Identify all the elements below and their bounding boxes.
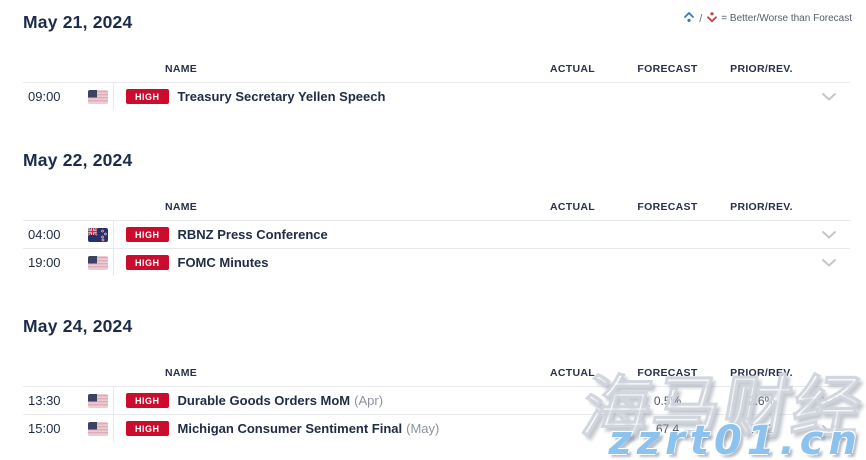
impact-badge: HIGH bbox=[126, 421, 169, 436]
better-than-forecast-icon bbox=[683, 11, 695, 26]
event-name: RBNZ Press Conference bbox=[177, 227, 328, 242]
table-header-row: NAME ACTUAL FORECAST PRIOR/REV. bbox=[23, 194, 850, 220]
column-header-prior: PRIOR/REV. bbox=[730, 201, 793, 213]
event-row[interactable]: 13:30 HIGH Durable Goods Orders MoM bbox=[23, 386, 850, 414]
event-time: 19:00 bbox=[28, 255, 61, 270]
event-name: Durable Goods Orders MoM bbox=[177, 393, 351, 408]
calendar-day-section: May 24, 2024 NAME ACTUAL FORECAST PRIOR/… bbox=[0, 316, 866, 442]
expand-row-chevron-down-icon[interactable] bbox=[808, 424, 850, 433]
events-table: NAME ACTUAL FORECAST PRIOR/REV. 04:00 bbox=[23, 194, 850, 276]
column-header-actual: ACTUAL bbox=[550, 367, 595, 379]
expand-row-chevron-down-icon[interactable] bbox=[808, 258, 850, 267]
nz-flag-icon bbox=[88, 227, 108, 242]
column-header-forecast: FORECAST bbox=[637, 367, 698, 379]
section-date-heading: May 21, 2024 bbox=[23, 12, 133, 32]
column-header-prior: PRIOR/REV. bbox=[730, 367, 793, 379]
event-time: 09:00 bbox=[28, 89, 61, 104]
us-flag-icon bbox=[88, 421, 108, 436]
event-time: 04:00 bbox=[28, 227, 61, 242]
us-flag-icon bbox=[88, 89, 108, 104]
calendar-day-section: May 21, 2024 NAME ACTUAL FORECAST PRIOR/… bbox=[0, 0, 866, 110]
column-header-name: NAME bbox=[165, 201, 198, 213]
expand-row-chevron-down-icon[interactable] bbox=[808, 230, 850, 239]
worse-than-forecast-icon bbox=[706, 11, 718, 26]
table-header-row: NAME ACTUAL FORECAST PRIOR/REV. bbox=[23, 360, 850, 386]
events-table: NAME ACTUAL FORECAST PRIOR/REV. 09:00 bbox=[23, 56, 850, 110]
forecast-legend: / = Better/Worse than Forecast bbox=[683, 11, 852, 26]
calendar-day-section: May 22, 2024 NAME ACTUAL FORECAST PRIOR/… bbox=[0, 150, 866, 276]
table-header-row: NAME ACTUAL FORECAST PRIOR/REV. bbox=[23, 56, 850, 82]
impact-badge: HIGH bbox=[126, 255, 169, 270]
column-header-actual: ACTUAL bbox=[550, 201, 595, 213]
event-name: Treasury Secretary Yellen Speech bbox=[177, 89, 386, 104]
column-header-forecast: FORECAST bbox=[637, 201, 698, 213]
column-header-forecast: FORECAST bbox=[637, 63, 698, 75]
event-row[interactable]: 09:00 HIGH Treasury Secretary Yellen Spe… bbox=[23, 82, 850, 110]
event-name-suffix: (May) bbox=[406, 421, 440, 436]
section-date-heading: May 22, 2024 bbox=[23, 150, 133, 170]
event-time: 15:00 bbox=[28, 421, 61, 436]
impact-badge: HIGH bbox=[126, 227, 169, 242]
impact-badge: HIGH bbox=[126, 89, 169, 104]
event-name-suffix: (Apr) bbox=[354, 393, 384, 408]
legend-text: = Better/Worse than Forecast bbox=[721, 13, 852, 24]
column-header-name: NAME bbox=[165, 63, 198, 75]
event-name: Michigan Consumer Sentiment Final bbox=[177, 421, 403, 436]
column-header-prior: PRIOR/REV. bbox=[730, 63, 793, 75]
column-header-name: NAME bbox=[165, 367, 198, 379]
forecast-value: 67.4 bbox=[655, 421, 680, 436]
event-row[interactable]: 15:00 HIGH Michigan Consumer Sentiment F… bbox=[23, 414, 850, 442]
expand-row-chevron-down-icon[interactable] bbox=[808, 396, 850, 405]
forecast-value: 0.5% bbox=[653, 393, 682, 408]
event-time: 13:30 bbox=[28, 393, 61, 408]
section-date-heading: May 24, 2024 bbox=[23, 316, 133, 336]
impact-badge: HIGH bbox=[126, 393, 169, 408]
prior-value: 2.6% bbox=[747, 393, 776, 408]
event-row[interactable]: 19:00 HIGH FOMC Minutes bbox=[23, 248, 850, 276]
us-flag-icon bbox=[88, 393, 108, 408]
expand-row-chevron-down-icon[interactable] bbox=[808, 92, 850, 101]
us-flag-icon bbox=[88, 255, 108, 270]
legend-slash: / bbox=[699, 12, 703, 25]
prior-value: 77.2 bbox=[749, 421, 774, 436]
event-name: FOMC Minutes bbox=[177, 255, 269, 270]
event-row[interactable]: 04:00 bbox=[23, 220, 850, 248]
events-table: NAME ACTUAL FORECAST PRIOR/REV. 13:30 bbox=[23, 360, 850, 442]
column-header-actual: ACTUAL bbox=[550, 63, 595, 75]
